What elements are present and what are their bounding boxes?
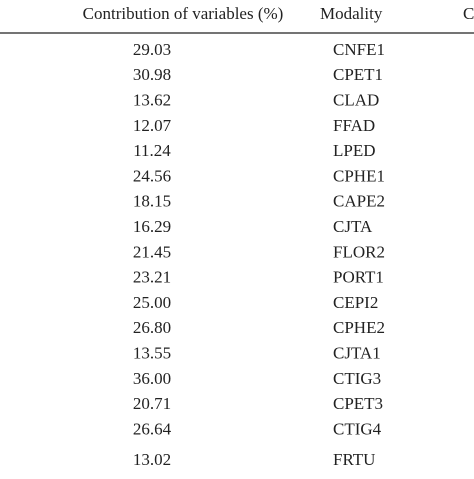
contribution-cell: 21.45 (133, 242, 171, 261)
modality-cell: CAPE2 (333, 192, 385, 211)
modality-cell: LPED (333, 141, 376, 160)
header-cell: C (463, 4, 474, 23)
modality-cell: CJTA (333, 217, 373, 236)
modality-cell: CTIG4 (333, 419, 382, 438)
modality-cell: CEPI2 (333, 293, 378, 312)
contribution-cell: 16.29 (133, 217, 171, 236)
contribution-cell: 26.80 (133, 318, 171, 337)
contribution-cell: 13.62 (133, 91, 171, 110)
modality-cell: FLOR2 (333, 242, 385, 261)
modality-cell: FRTU (333, 450, 375, 469)
contribution-cell: 13.55 (133, 344, 171, 363)
contribution-cell: 24.56 (133, 166, 171, 185)
header-cell: Modality (320, 4, 383, 23)
modality-cell: CPET3 (333, 394, 383, 413)
modality-cell: CLAD (333, 91, 379, 110)
modality-cell: CNFE1 (333, 40, 385, 59)
header-cell: Contribution of variables (%) (83, 4, 284, 23)
modality-cell: CPHE1 (333, 166, 385, 185)
contribution-cell: 18.15 (133, 192, 171, 211)
modality-cell: PORT1 (333, 268, 384, 287)
contribution-cell: 13.02 (133, 450, 171, 469)
contribution-cell: 26.64 (133, 419, 172, 438)
contribution-cell: 12.07 (133, 116, 172, 135)
contribution-cell: 29.03 (133, 40, 171, 59)
modality-cell: FFAD (333, 116, 375, 135)
modality-cell: CTIG3 (333, 369, 381, 388)
modality-cell: CPHE2 (333, 318, 385, 337)
modality-cell: CPET1 (333, 65, 383, 84)
modality-cell: CJTA1 (333, 344, 381, 363)
contribution-cell: 30.98 (133, 65, 171, 84)
contribution-cell: 23.21 (133, 268, 171, 287)
contribution-cell: 11.24 (133, 141, 171, 160)
contribution-cell: 20.71 (133, 394, 171, 413)
contribution-cell: 25.00 (133, 293, 171, 312)
contribution-cell: 36.00 (133, 369, 171, 388)
